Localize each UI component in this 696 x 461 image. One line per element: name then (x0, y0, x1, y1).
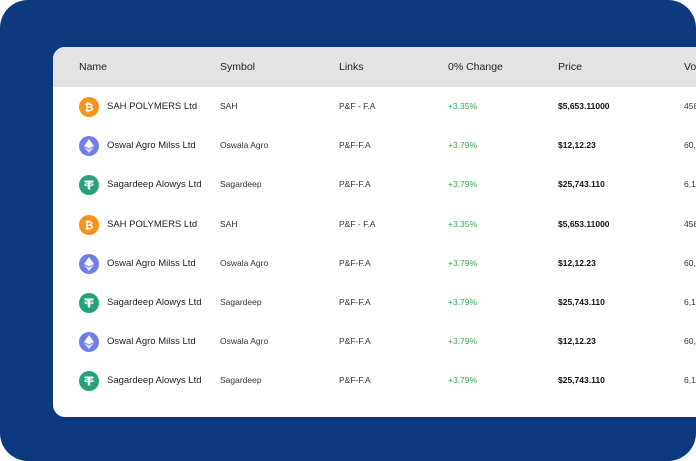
header-links[interactable]: Links (339, 61, 364, 73)
row-symbol: Sagardeep (220, 297, 262, 307)
row-volume: 6,1 (684, 179, 696, 189)
row-price: $12,12.23 (558, 336, 596, 346)
row-name: SAH POLYMERS Ltd (107, 101, 198, 112)
row-volume: 60, (684, 140, 696, 150)
row-links[interactable]: P&F-F.A (339, 336, 371, 346)
row-name: Sagardeep Alowys Ltd (107, 297, 202, 308)
name-cell: Sagardeep Alowys Ltd (79, 165, 202, 204)
row-price: $5,653.11000 (558, 219, 610, 229)
row-change: +3.35% (448, 219, 478, 229)
row-links[interactable]: P&F-F.A (339, 258, 371, 268)
bitcoin-icon: ₿ (79, 214, 99, 235)
row-links[interactable]: P&F-F.A (339, 179, 371, 189)
row-links[interactable]: P&F - F.A (339, 101, 376, 111)
tether-icon (79, 292, 99, 313)
row-volume: 60, (684, 336, 696, 346)
header-volume[interactable]: Vo (684, 61, 696, 73)
table-row[interactable]: ₿ SAH POLYMERS Ltd SAH P&F - F.A +3.35% $5,65… (53, 205, 696, 244)
name-cell: Sagardeep Alowys Ltd (79, 283, 202, 322)
row-symbol: SAH (220, 219, 238, 229)
row-links[interactable]: P&F-F.A (339, 297, 371, 307)
name-cell: ₿ SAH POLYMERS Ltd (79, 87, 197, 126)
row-change: +3.79% (448, 258, 478, 268)
market-table-card: Name Symbol Links 0% Change Price Vo ₿ SA… (53, 47, 696, 417)
row-links[interactable]: P&F-F.A (339, 140, 371, 150)
header-name[interactable]: Name (79, 61, 108, 73)
row-price: $5,653.11000 (558, 101, 610, 111)
ethereum-icon (79, 135, 99, 156)
row-price: $25,743.110 (558, 179, 605, 189)
table-row[interactable]: Oswal Agro Milss Ltd Oswala Agro P&F-F.A +3… (53, 126, 696, 165)
table-row[interactable]: Sagardeep Alowys Ltd Sagardeep P&F-F.A +3.7… (53, 165, 696, 204)
name-cell: ₿ SAH POLYMERS Ltd (79, 205, 197, 244)
row-volume: 6,1 (684, 297, 696, 307)
row-change: +3.79% (448, 140, 478, 150)
row-change: +3.79% (448, 336, 478, 346)
row-symbol: Sagardeep (220, 375, 262, 385)
row-price: $12,12.23 (558, 258, 596, 268)
header-symbol[interactable]: Symbol (220, 61, 256, 73)
row-name: Oswal Agro Milss Ltd (107, 336, 196, 347)
bitcoin-icon: ₿ (79, 96, 99, 117)
name-cell: Oswal Agro Milss Ltd (79, 126, 196, 165)
table-row[interactable]: Oswal Agro Milss Ltd Oswala Agro P&F-F.A +3… (53, 322, 696, 361)
row-change: +3.35% (448, 101, 478, 111)
name-cell: Sagardeep Alowys Ltd (79, 361, 202, 400)
row-symbol: Sagardeep (220, 179, 262, 189)
row-symbol: Oswala Agro (220, 258, 269, 268)
row-name: Sagardeep Alowys Ltd (107, 179, 202, 190)
svg-text:₿: ₿ (85, 219, 94, 231)
row-change: +3.79% (448, 179, 478, 189)
table-header: Name Symbol Links 0% Change Price Vo (53, 47, 696, 87)
row-symbol: Oswala Agro (220, 140, 269, 150)
header-change[interactable]: 0% Change (448, 61, 503, 73)
row-volume: 60, (684, 258, 696, 268)
header-price[interactable]: Price (558, 61, 582, 73)
row-name: Oswal Agro Milss Ltd (107, 258, 196, 269)
table-row[interactable]: Sagardeep Alowys Ltd Sagardeep P&F-F.A +3.7… (53, 361, 696, 400)
svg-text:₿: ₿ (85, 101, 94, 113)
ethereum-icon (79, 331, 99, 352)
row-name: Oswal Agro Milss Ltd (107, 140, 196, 151)
name-cell: Oswal Agro Milss Ltd (79, 244, 196, 283)
tether-icon (79, 370, 99, 391)
row-change: +3.79% (448, 375, 478, 385)
row-volume: 458 (684, 101, 696, 111)
row-symbol: Oswala Agro (220, 336, 269, 346)
table-row[interactable]: Sagardeep Alowys Ltd Sagardeep P&F-F.A +3.7… (53, 283, 696, 322)
ethereum-icon (79, 253, 99, 274)
row-links[interactable]: P&F-F.A (339, 375, 371, 385)
tether-icon (79, 174, 99, 195)
row-symbol: SAH (220, 101, 238, 111)
row-price: $12,12.23 (558, 140, 596, 150)
table-row[interactable]: ₿ SAH POLYMERS Ltd SAH P&F - F.A +3.35% $5,65… (53, 87, 696, 126)
row-price: $25,743.110 (558, 375, 605, 385)
row-price: $25,743.110 (558, 297, 605, 307)
row-change: +3.79% (448, 297, 478, 307)
table-row[interactable]: Oswal Agro Milss Ltd Oswala Agro P&F-F.A +3… (53, 244, 696, 283)
row-name: Sagardeep Alowys Ltd (107, 375, 202, 386)
row-volume: 6,1 (684, 375, 696, 385)
row-links[interactable]: P&F - F.A (339, 219, 376, 229)
name-cell: Oswal Agro Milss Ltd (79, 322, 196, 361)
row-volume: 458 (684, 219, 696, 229)
row-name: SAH POLYMERS Ltd (107, 219, 198, 230)
